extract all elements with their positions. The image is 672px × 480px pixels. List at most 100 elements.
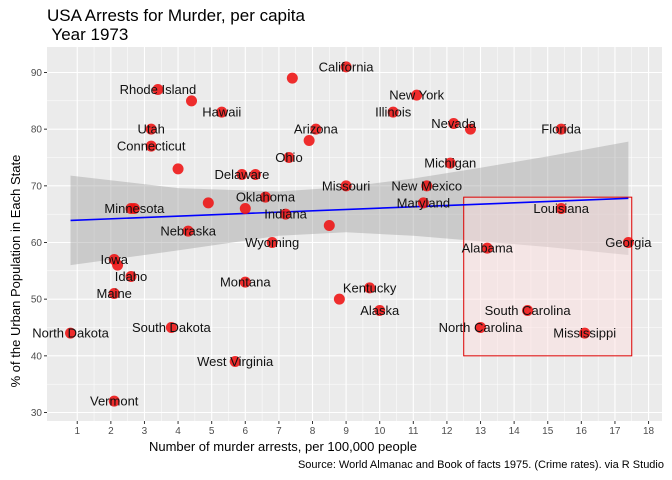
data-point <box>417 197 429 209</box>
point-label: California <box>319 59 375 74</box>
data-point <box>387 106 399 118</box>
y-tick-label: 60 <box>31 238 43 249</box>
data-point <box>303 135 315 146</box>
x-tick-label: 2 <box>108 426 114 437</box>
point-label: Georgia <box>605 235 652 250</box>
point-label: Hawaii <box>202 105 241 120</box>
data-point <box>108 288 120 299</box>
data-point <box>182 225 194 237</box>
point-label: New Mexico <box>391 178 462 193</box>
point-label: Minnesota <box>104 201 165 216</box>
gridlines <box>47 47 662 421</box>
point-label: Idaho <box>115 269 148 284</box>
point-label: Indiana <box>264 207 307 222</box>
confidence-band <box>70 141 629 266</box>
data-point <box>555 123 567 135</box>
y-tick-label: 40 <box>31 351 43 362</box>
x-tick-label: 11 <box>408 426 419 437</box>
data-point <box>65 327 77 339</box>
point-label: Oklahoma <box>236 190 296 205</box>
y-tick-label: 80 <box>31 125 43 136</box>
data-point <box>374 305 386 316</box>
data-point <box>108 395 120 407</box>
data-point <box>202 197 214 209</box>
data-point <box>186 95 198 107</box>
data-point <box>172 163 184 175</box>
y-tick-label: 90 <box>31 68 43 79</box>
point-label: South Dakota <box>132 320 212 335</box>
source-caption: Source: World Almanac and Book of facts … <box>297 459 664 471</box>
data-point <box>444 157 456 169</box>
point-label: Iowa <box>100 252 128 267</box>
data-point <box>323 220 335 231</box>
y-axis-ticks: 30 40 50 60 70 80 90 <box>31 68 47 419</box>
x-axis-ticks: 1 2 3 4 5 6 7 8 9 10 11 12 13 14 15 16 17 18 <box>74 421 655 437</box>
data-point <box>165 322 177 333</box>
point-label: North Carolina <box>439 320 524 335</box>
x-tick-label: 18 <box>643 426 655 437</box>
point-label: North Dakota <box>32 326 109 341</box>
x-tick-label: 16 <box>576 426 588 437</box>
data-point <box>239 203 251 214</box>
data-point <box>266 237 278 248</box>
y-tick-label: 70 <box>31 181 43 192</box>
data-point <box>145 123 157 135</box>
data-point <box>364 282 376 294</box>
data-point <box>333 293 345 305</box>
plot-panel <box>47 47 662 421</box>
regression-line <box>70 197 629 222</box>
data-point <box>283 152 295 163</box>
data-point <box>340 61 352 73</box>
y-tick-label: 30 <box>31 408 43 419</box>
point-labels: North Dakota Vermont Iowa Maine Idaho Minneso… <box>32 59 652 408</box>
confidence-ribbon <box>70 141 629 266</box>
x-tick-label: 7 <box>276 426 282 437</box>
data-point <box>216 106 228 118</box>
point-label: Ohio <box>275 150 302 165</box>
point-label: Louisiana <box>533 201 589 216</box>
x-tick-label: 1 <box>74 426 80 437</box>
x-tick-label: 5 <box>209 426 215 437</box>
data-points <box>65 61 634 407</box>
x-tick-label: 10 <box>374 426 386 437</box>
point-label: Nebraska <box>160 224 216 239</box>
data-point <box>481 242 493 254</box>
point-label: Nevada <box>431 116 477 131</box>
point-label: South Carolina <box>485 303 572 318</box>
point-label: Florida <box>541 122 582 137</box>
x-tick-label: 17 <box>609 426 621 437</box>
point-label: Michigan <box>424 156 476 171</box>
data-point <box>239 276 251 288</box>
data-point <box>310 123 322 135</box>
point-label: Maine <box>97 286 132 301</box>
data-point <box>522 305 534 316</box>
x-tick-label: 13 <box>475 426 487 437</box>
point-label: Alaska <box>360 303 400 318</box>
data-point <box>579 327 591 339</box>
data-point <box>112 259 124 271</box>
x-tick-label: 9 <box>343 426 349 437</box>
x-axis-label: Number of murder arrests, per 100,000 pe… <box>149 439 417 454</box>
x-tick-label: 8 <box>310 426 316 437</box>
point-label: Delaware <box>214 167 269 182</box>
point-label: Wyoming <box>245 235 299 250</box>
point-label: Utah <box>137 122 164 137</box>
data-point <box>622 237 634 248</box>
point-label: West Virginia <box>197 354 274 369</box>
point-label: Illinois <box>375 105 412 120</box>
data-point <box>286 72 298 84</box>
data-point <box>259 191 271 203</box>
data-point <box>249 169 261 180</box>
y-axis-label: % of the Urban Population in Each State <box>8 155 23 388</box>
data-point <box>448 118 460 129</box>
data-point <box>125 271 137 282</box>
data-point <box>280 208 292 220</box>
data-point <box>475 322 487 333</box>
data-point <box>421 180 433 192</box>
x-tick-label: 4 <box>175 426 181 437</box>
data-point <box>555 203 567 214</box>
x-tick-label: 15 <box>542 426 554 437</box>
x-tick-label: 6 <box>242 426 248 437</box>
data-point <box>464 123 476 135</box>
